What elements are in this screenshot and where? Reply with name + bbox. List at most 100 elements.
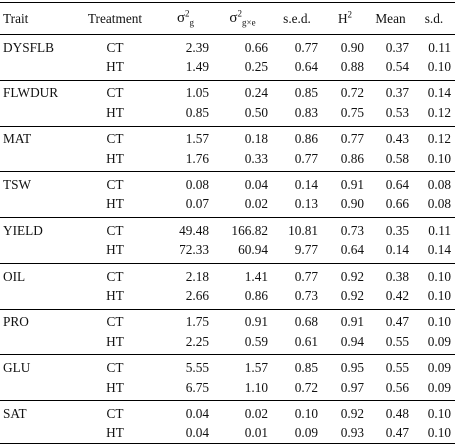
cell-sed: 0.77 [294, 268, 318, 284]
cell-sigma-g: 2.25 [158, 332, 213, 356]
cell-sed: 0.73 [272, 286, 322, 310]
table-row: PRO CT 1.75 0.91 0.68 0.91 0.47 0.10 [0, 309, 455, 332]
cell-treatment: CT [106, 268, 124, 284]
cell-treatment: CT [106, 131, 124, 147]
cell-sed: 0.61 [272, 332, 322, 356]
cell-sd: 0.08 [413, 194, 455, 219]
cell-trait [0, 103, 72, 127]
cell-h2: 0.94 [322, 332, 368, 356]
cell-sed: 0.86 [294, 131, 318, 147]
cell-sigma-gxe: 0.02 [244, 405, 268, 421]
cell-mean: 0.64 [385, 177, 409, 193]
cell-mean: 0.37 [385, 85, 409, 101]
cell-h2: 0.90 [322, 194, 368, 219]
table-row: GLU CT 5.55 1.57 0.85 0.95 0.55 0.09 [0, 355, 455, 378]
cell-sd: 0.10 [413, 423, 455, 444]
table-row: HT 0.04 0.01 0.09 0.93 0.47 0.10 [0, 423, 455, 444]
table-row: HT 1.49 0.25 0.64 0.88 0.54 0.10 [0, 57, 455, 81]
cell-treatment: HT [72, 57, 158, 81]
cell-sd: 0.10 [413, 57, 455, 81]
table-body: DYSFLB CT 2.39 0.66 0.77 0.90 0.37 0.11 HT 1.49 0.… [0, 35, 455, 444]
cell-sigma-g: 72.33 [158, 240, 213, 264]
cell-trait [0, 57, 72, 81]
cell-treatment: HT [72, 423, 158, 444]
sigma-gxe-superscript: 2 [237, 8, 243, 19]
cell-trait: YIELD [3, 222, 43, 238]
cell-mean: 0.55 [385, 360, 409, 376]
cell-sigma-g: 0.07 [158, 194, 213, 219]
cell-sd: 0.10 [413, 286, 455, 310]
cell-sd: 0.10 [413, 148, 455, 173]
cell-trait [0, 240, 72, 264]
h2-superscript: 2 [347, 9, 353, 20]
cell-h2: 0.72 [340, 85, 364, 101]
table-row: HT 6.75 1.10 0.72 0.97 0.56 0.09 [0, 377, 455, 402]
sigma-g-subscript: g [189, 17, 195, 28]
cell-mean: 0.54 [368, 57, 413, 81]
cell-sd: 0.10 [427, 405, 451, 421]
cell-trait [0, 286, 72, 310]
cell-treatment: CT [106, 360, 124, 376]
cell-trait [0, 148, 72, 173]
header-trait: Trait [0, 2, 72, 35]
cell-h2: 0.92 [322, 286, 368, 310]
cell-sigma-g: 1.75 [185, 314, 209, 330]
cell-treatment: CT [106, 177, 124, 193]
cell-sed: 9.77 [272, 240, 322, 264]
cell-sigma-gxe: 0.25 [213, 57, 272, 81]
cell-sd: 0.11 [428, 39, 451, 55]
cell-mean: 0.47 [368, 423, 413, 444]
table-row: HT 2.25 0.59 0.61 0.94 0.55 0.09 [0, 332, 455, 356]
cell-sigma-gxe: 0.50 [213, 103, 272, 127]
cell-trait [0, 194, 72, 219]
cell-sigma-gxe: 1.57 [244, 360, 268, 376]
table-row: FLWDUR CT 1.05 0.24 0.85 0.72 0.37 0.14 [0, 80, 455, 103]
header-h2: H2 [322, 2, 368, 35]
cell-sigma-g: 2.18 [185, 268, 209, 284]
cell-sigma-gxe: 0.33 [213, 148, 272, 173]
cell-sigma-g: 5.55 [185, 360, 209, 376]
cell-sed: 0.09 [272, 423, 322, 444]
cell-sed: 0.64 [272, 57, 322, 81]
cell-h2: 0.64 [322, 240, 368, 264]
cell-sed: 10.81 [288, 222, 318, 238]
cell-sigma-g: 0.04 [185, 405, 209, 421]
cell-trait [0, 332, 72, 356]
cell-mean: 0.53 [368, 103, 413, 127]
cell-sigma-gxe: 0.24 [244, 85, 268, 101]
cell-sigma-gxe: 166.82 [231, 222, 268, 238]
cell-sed: 0.77 [294, 39, 318, 55]
cell-treatment: CT [106, 314, 124, 330]
cell-mean: 0.43 [385, 131, 409, 147]
cell-sigma-gxe: 0.18 [244, 131, 268, 147]
cell-treatment: CT [106, 405, 124, 421]
header-row: Trait Treatment σ2g σ2g×e s.e.d. H2 Mean… [0, 2, 455, 35]
cell-sigma-g: 1.57 [185, 131, 209, 147]
cell-sd: 0.09 [413, 377, 455, 402]
cell-sigma-g: 1.05 [185, 85, 209, 101]
sigma-symbol: σ [229, 10, 238, 26]
cell-sd: 0.10 [427, 314, 451, 330]
cell-sed: 0.72 [272, 377, 322, 402]
cell-sigma-gxe: 0.59 [213, 332, 272, 356]
cell-trait: PRO [3, 314, 29, 330]
cell-sigma-gxe: 0.02 [213, 194, 272, 219]
cell-h2: 0.93 [322, 423, 368, 444]
cell-sed: 0.77 [272, 148, 322, 173]
cell-sd: 0.14 [413, 240, 455, 264]
cell-sigma-g: 1.76 [158, 148, 213, 173]
cell-sigma-g: 1.49 [158, 57, 213, 81]
cell-sd: 0.10 [427, 268, 451, 284]
cell-mean: 0.58 [368, 148, 413, 173]
cell-sigma-gxe: 1.41 [244, 268, 268, 284]
cell-sd: 0.09 [413, 332, 455, 356]
sigma-g-superscript: 2 [185, 8, 190, 19]
cell-h2: 0.95 [340, 360, 364, 376]
cell-h2: 0.92 [340, 405, 364, 421]
cell-treatment: CT [106, 39, 124, 55]
table-row: OIL CT 2.18 1.41 0.77 0.92 0.38 0.10 [0, 263, 455, 286]
cell-sd: 0.08 [427, 177, 451, 193]
header-sd: s.d. [413, 2, 455, 35]
header-mean: Mean [368, 2, 413, 35]
